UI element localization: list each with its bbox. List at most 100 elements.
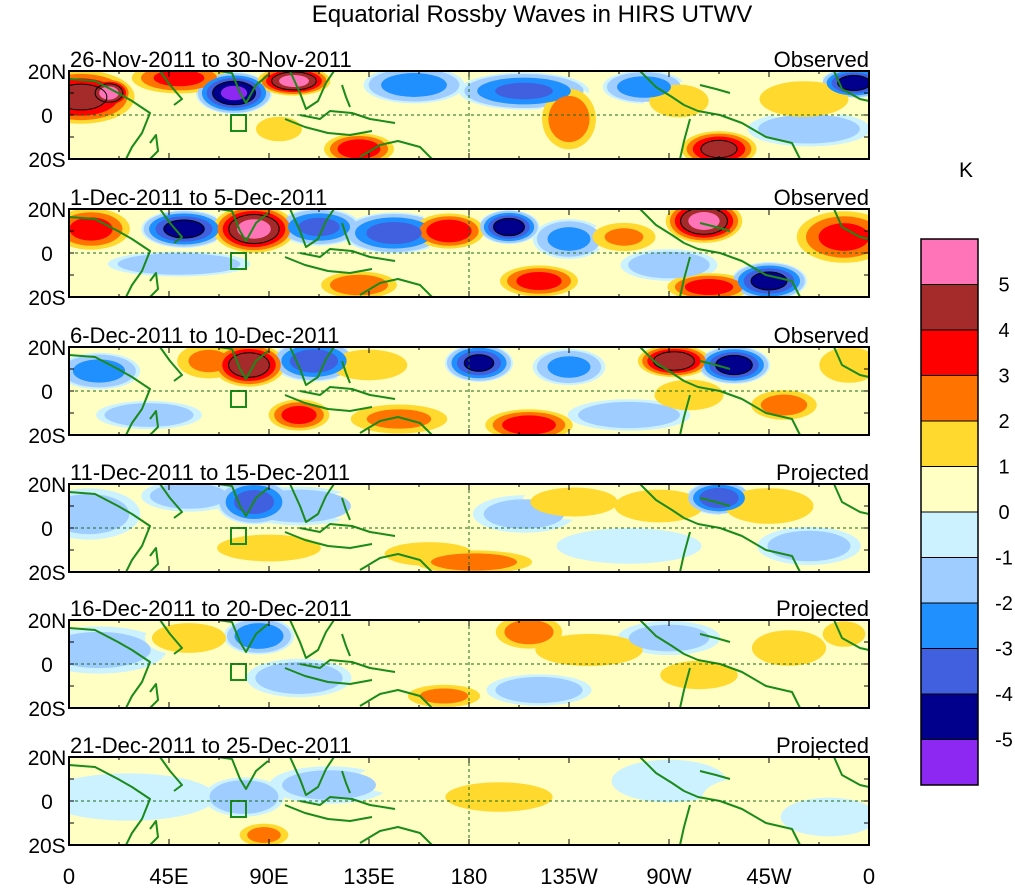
coastline (69, 764, 151, 845)
coastline (639, 757, 685, 792)
map-panel: 6-Dec-2011 to 10-Dec-2011 Observed 20N 0 20S (28, 323, 870, 448)
contour-line (680, 209, 728, 235)
negative-anomaly (149, 484, 229, 509)
negative-anomaly (495, 82, 553, 100)
coastline (299, 110, 396, 124)
colorbar-swatch (920, 648, 979, 695)
coastlines (69, 209, 869, 297)
negative-anomaly (163, 220, 205, 238)
negative-anomaly (751, 272, 787, 290)
anomaly-field (69, 209, 869, 297)
latitude-label: 20S (28, 425, 65, 448)
map-panel: 26-Nov-2011 to 30-Nov-2011 Observed 20N 0 20… (28, 47, 870, 172)
positive-anomaly (818, 223, 869, 251)
latitude-label: 20S (28, 287, 65, 310)
coastline (833, 757, 869, 788)
coastline (679, 394, 691, 435)
negative-anomaly (493, 218, 525, 236)
contour-line (228, 352, 270, 378)
latitude-label: 0 (41, 654, 53, 677)
colorbar-swatch (920, 511, 979, 558)
coastline (699, 360, 731, 370)
positive-anomaly (330, 349, 408, 381)
coastline (341, 360, 351, 384)
colorbar-tick-label: 0 (998, 502, 1009, 524)
coastline (359, 416, 433, 435)
coastline (639, 347, 685, 382)
positive-anomaly (516, 271, 562, 291)
longitude-label: 90W (646, 864, 691, 889)
contour-line (750, 271, 788, 291)
positive-anomaly (237, 219, 271, 239)
colorbar-swatch (920, 420, 979, 467)
panel-status: Observed (774, 323, 869, 348)
panel-status: Observed (774, 185, 869, 210)
coastline (341, 770, 351, 794)
positive-anomaly (247, 827, 281, 843)
coastline (217, 71, 269, 104)
longitude-label: 45W (746, 864, 791, 889)
colorbar-swatch (920, 466, 979, 513)
coastline (341, 222, 351, 246)
colorbar-tick-label: 5 (998, 275, 1009, 297)
coastline (159, 347, 183, 382)
contour-line (271, 71, 317, 91)
positive-anomaly (337, 139, 381, 159)
coastline (159, 71, 183, 106)
coastline (284, 394, 373, 412)
negative-anomaly (547, 356, 591, 378)
positive-anomaly (419, 688, 469, 704)
positive-anomaly (445, 782, 553, 812)
coastline (149, 683, 159, 708)
positive-anomaly (339, 623, 439, 661)
latitude-label: 20S (28, 835, 65, 858)
coastline (683, 242, 801, 297)
negative-anomaly (298, 217, 340, 237)
positive-anomaly (700, 140, 738, 158)
coastline (299, 796, 396, 810)
coastline (639, 71, 685, 106)
coastline (284, 256, 373, 274)
coastline (639, 209, 685, 244)
coastline (289, 209, 335, 248)
coastline (284, 118, 373, 136)
colorbar-swatch (920, 375, 979, 422)
coastline (833, 347, 869, 378)
coastline (833, 209, 869, 240)
contour-line (94, 83, 124, 103)
colorbar-tick-label: -5 (995, 730, 1013, 752)
coastline (217, 209, 269, 242)
coastline (679, 667, 691, 708)
panel-date-range: 1-Dec-2011 to 5-Dec-2011 (70, 185, 327, 210)
contour-line (163, 219, 205, 239)
contour-line (837, 75, 869, 91)
coastline (289, 484, 335, 523)
contour-line (69, 83, 108, 111)
positive-anomaly (604, 228, 644, 246)
panel-status: Observed (774, 47, 869, 72)
coastline (69, 354, 151, 435)
coastline (699, 770, 731, 780)
positive-anomaly (751, 630, 827, 666)
positive-anomaly (330, 274, 388, 296)
positive-anomaly (614, 489, 704, 523)
longitude-label: 135E (343, 864, 394, 889)
map-panel: 11-Dec-2011 to 15-Dec-2011 Projected 20N 0 2… (28, 460, 870, 585)
coastline (833, 71, 869, 102)
positive-anomaly (217, 534, 321, 562)
colorbar-swatch (920, 329, 979, 376)
coastlines (69, 71, 869, 159)
negative-anomaly (104, 403, 194, 427)
colorbar-swatch (920, 238, 979, 285)
positive-anomaly (504, 620, 554, 645)
negative-anomaly (699, 487, 739, 509)
coastline (699, 84, 731, 94)
coastline (149, 410, 159, 435)
negative-anomaly (837, 75, 869, 91)
coastline (359, 689, 433, 708)
coastline (69, 216, 151, 297)
longitude-label: 0 (863, 864, 875, 889)
map-panel: 1-Dec-2011 to 5-Dec-2011 Observed 20N 0 20S (28, 185, 870, 310)
longitude-label: 180 (451, 864, 488, 889)
map-panel: 21-Dec-2011 to 25-Dec-2011 Projected 20N 0 2… (28, 733, 870, 858)
